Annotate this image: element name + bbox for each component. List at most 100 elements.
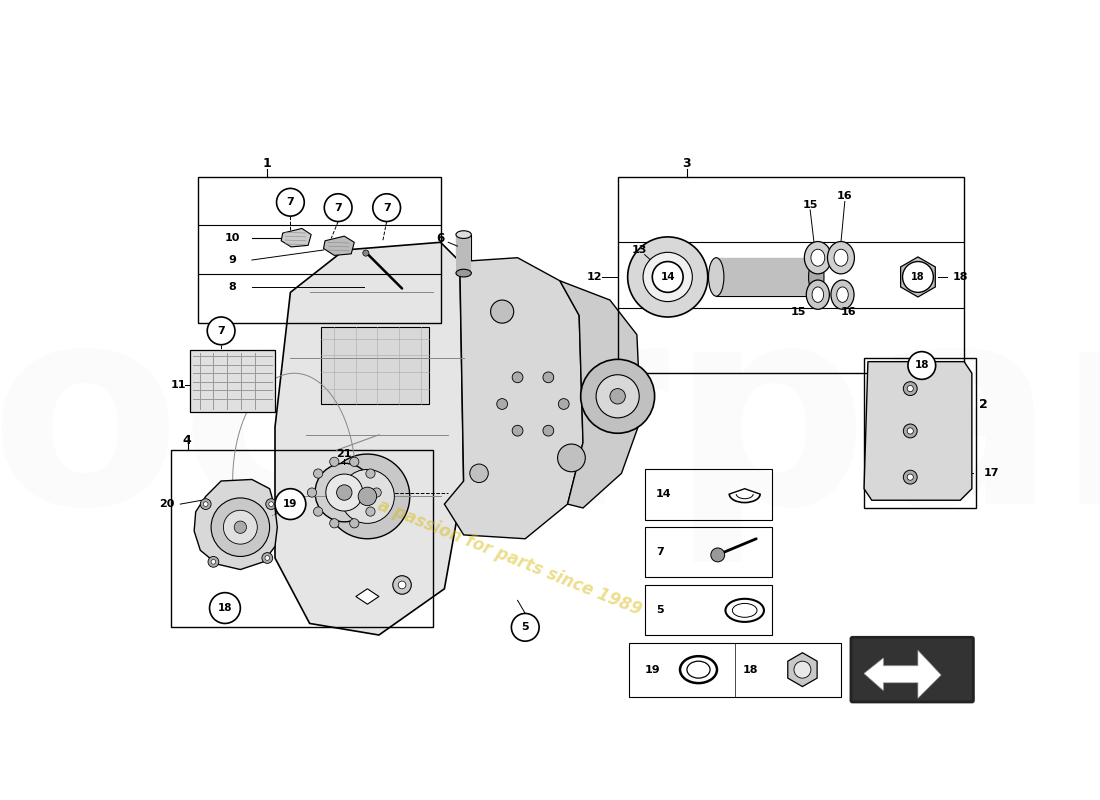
Ellipse shape xyxy=(456,270,472,277)
Bar xyxy=(645,585,772,635)
Circle shape xyxy=(373,194,400,222)
Text: 7: 7 xyxy=(656,547,664,557)
Text: a passion for parts since 1989: a passion for parts since 1989 xyxy=(375,497,645,619)
Circle shape xyxy=(543,372,553,382)
Circle shape xyxy=(262,553,273,563)
Circle shape xyxy=(644,252,692,302)
Circle shape xyxy=(204,502,208,506)
Circle shape xyxy=(794,661,811,678)
Circle shape xyxy=(609,389,626,404)
Bar xyxy=(645,470,772,519)
Text: 11: 11 xyxy=(170,380,187,390)
Circle shape xyxy=(903,470,917,484)
Polygon shape xyxy=(323,236,354,255)
Text: 7: 7 xyxy=(217,326,226,336)
Polygon shape xyxy=(865,362,972,500)
Ellipse shape xyxy=(827,242,855,274)
Circle shape xyxy=(513,426,522,436)
Bar xyxy=(190,350,275,412)
Text: 18: 18 xyxy=(953,272,968,282)
Polygon shape xyxy=(444,258,583,538)
Text: 19: 19 xyxy=(283,499,298,509)
Text: 18: 18 xyxy=(911,272,925,282)
Circle shape xyxy=(211,498,270,557)
Circle shape xyxy=(307,488,317,497)
Text: 18: 18 xyxy=(742,665,758,674)
Circle shape xyxy=(628,237,707,317)
Circle shape xyxy=(903,382,917,395)
Bar xyxy=(865,358,976,508)
Text: 14: 14 xyxy=(660,272,675,282)
Text: 6: 6 xyxy=(437,232,444,245)
Bar xyxy=(645,527,772,578)
Text: 16: 16 xyxy=(840,306,857,317)
Circle shape xyxy=(559,398,569,410)
Polygon shape xyxy=(560,281,640,508)
Ellipse shape xyxy=(806,280,829,310)
Ellipse shape xyxy=(708,258,724,296)
Text: 7: 7 xyxy=(383,202,390,213)
Text: 16: 16 xyxy=(837,191,852,201)
Bar xyxy=(618,177,964,373)
Circle shape xyxy=(398,581,406,589)
Circle shape xyxy=(908,474,913,480)
Ellipse shape xyxy=(804,242,832,274)
Ellipse shape xyxy=(837,287,848,302)
Circle shape xyxy=(341,470,394,523)
Text: 1: 1 xyxy=(263,158,272,170)
Circle shape xyxy=(200,498,211,510)
Ellipse shape xyxy=(456,230,472,238)
Circle shape xyxy=(275,489,306,519)
Text: 18: 18 xyxy=(218,603,232,613)
Circle shape xyxy=(363,250,368,256)
Text: 4: 4 xyxy=(183,434,191,447)
Text: eurocarparts: eurocarparts xyxy=(0,292,1100,562)
Circle shape xyxy=(266,498,276,510)
Bar xyxy=(629,642,842,697)
Circle shape xyxy=(268,502,274,506)
Text: 5: 5 xyxy=(656,605,663,614)
Circle shape xyxy=(330,518,339,528)
Bar xyxy=(198,177,440,323)
Circle shape xyxy=(350,457,359,466)
Circle shape xyxy=(596,374,639,418)
Circle shape xyxy=(314,507,322,516)
Circle shape xyxy=(315,463,374,522)
Text: 15: 15 xyxy=(791,306,806,317)
Circle shape xyxy=(558,444,585,472)
Circle shape xyxy=(903,424,917,438)
Circle shape xyxy=(908,352,936,379)
Ellipse shape xyxy=(834,250,848,266)
Circle shape xyxy=(366,507,375,516)
Circle shape xyxy=(543,426,553,436)
Text: 7: 7 xyxy=(334,202,342,213)
Circle shape xyxy=(908,267,928,287)
Bar xyxy=(716,258,816,296)
Circle shape xyxy=(491,300,514,323)
Circle shape xyxy=(652,262,683,292)
Circle shape xyxy=(908,428,913,434)
Circle shape xyxy=(324,194,352,222)
Text: 17: 17 xyxy=(983,468,999,478)
Circle shape xyxy=(372,488,382,497)
Circle shape xyxy=(209,593,241,623)
Circle shape xyxy=(223,510,257,544)
Circle shape xyxy=(326,454,409,538)
Circle shape xyxy=(276,188,305,216)
Circle shape xyxy=(207,317,235,345)
Circle shape xyxy=(314,469,322,478)
Circle shape xyxy=(512,614,539,641)
Circle shape xyxy=(497,398,507,410)
Text: 9: 9 xyxy=(229,255,236,265)
Circle shape xyxy=(659,268,676,286)
Bar xyxy=(172,450,433,627)
Circle shape xyxy=(326,474,363,511)
Circle shape xyxy=(265,556,269,560)
Circle shape xyxy=(513,372,522,382)
Text: 12: 12 xyxy=(586,272,603,282)
Circle shape xyxy=(208,557,219,567)
Text: 14: 14 xyxy=(656,489,672,499)
Circle shape xyxy=(350,518,359,528)
Ellipse shape xyxy=(830,280,854,310)
Text: 10: 10 xyxy=(226,234,240,243)
